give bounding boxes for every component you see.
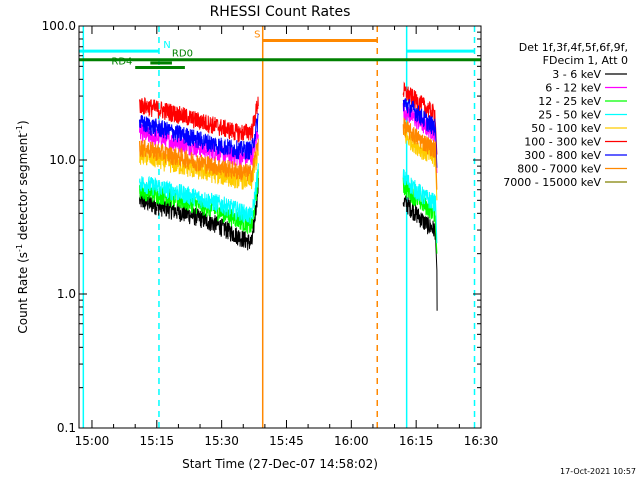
legend-entry-label-7: 800 - 7000 keV [517, 163, 601, 176]
series-line-0-seg2 [402, 195, 438, 311]
y-axis-label: Count Rate (s-1 detector segment-1) [15, 120, 30, 333]
flag-label-2: S [254, 29, 260, 40]
legend-header-0: Det 1f,3f,4f,5f,6f,9f, [519, 41, 628, 54]
x-tick-label-2: 15:30 [204, 434, 239, 448]
series-line-5-seg1 [139, 96, 259, 143]
series-line-7-seg2 [402, 117, 438, 190]
x-tick-label-3: 15:45 [269, 434, 304, 448]
y-axis-label-mid: detector segment [16, 133, 30, 244]
legend-entry-label-6: 300 - 800 keV [524, 149, 601, 162]
y-axis-label-sup2: -1 [15, 125, 24, 133]
legend-entry-label-8: 7000 - 15000 keV [503, 176, 601, 189]
y-axis-label-prefix: Count Rate (s [16, 252, 30, 334]
chart-title: RHESSI Count Rates [210, 4, 351, 20]
x-tick-label-0: 15:00 [75, 434, 110, 448]
y-tick-label-1: 10.0 [49, 153, 76, 167]
y-axis-label-suffix: ) [16, 120, 30, 125]
legend-entry-label-4: 50 - 100 keV [531, 122, 601, 135]
series-line-6-seg2 [402, 98, 438, 168]
y-tick-label-0: 100.0 [42, 19, 76, 33]
x-axis: 15:00 15:15 15:30 15:45 16:00 16:15 16:30 [75, 26, 499, 448]
series-line-3-seg1 [139, 163, 259, 225]
y-axis: 100.0 10.0 1.0 0.1 [42, 19, 481, 435]
series-line-5-seg2 [402, 81, 438, 155]
y-axis-label-sup1: -1 [15, 244, 24, 252]
series-line-7-seg1 [139, 138, 259, 183]
x-tick-label-4: 16:00 [334, 434, 369, 448]
timestamp-label: 17-Oct-2021 10:57 [560, 467, 636, 476]
x-tick-label-5: 16:15 [399, 434, 434, 448]
series-line-0-seg1 [139, 177, 259, 251]
flag-label-4: RD4 [111, 57, 132, 68]
legend: Det 1f,3f,4f,5f,6f,9f,FDecim 1, Att 03 -… [503, 41, 628, 189]
x-axis-label: Start Time (27-Dec-07 14:58:02) [182, 457, 378, 471]
legend-entry-label-0: 3 - 6 keV [552, 68, 601, 81]
series-line-6-seg1 [139, 113, 259, 161]
legend-header-1: FDecim 1, Att 0 [543, 54, 628, 67]
flag-label-0: N [163, 40, 170, 51]
series-line-3-seg2 [402, 169, 438, 244]
legend-entry-label-1: 6 - 12 keV [545, 82, 601, 95]
legend-entry-label-2: 12 - 25 keV [538, 95, 601, 108]
legend-entry-label-3: 25 - 50 keV [538, 109, 601, 122]
x-tick-label-6: 16:30 [464, 434, 499, 448]
y-tick-label-3: 0.1 [57, 421, 76, 435]
plot-frame [78, 25, 482, 429]
x-tick-label-1: 15:15 [140, 434, 175, 448]
plot-area: N S RD0 RD4 [79, 26, 481, 428]
flag-label-3: RD0 [172, 49, 193, 60]
legend-entry-label-5: 100 - 300 keV [524, 136, 601, 149]
y-tick-label-2: 1.0 [57, 287, 76, 301]
